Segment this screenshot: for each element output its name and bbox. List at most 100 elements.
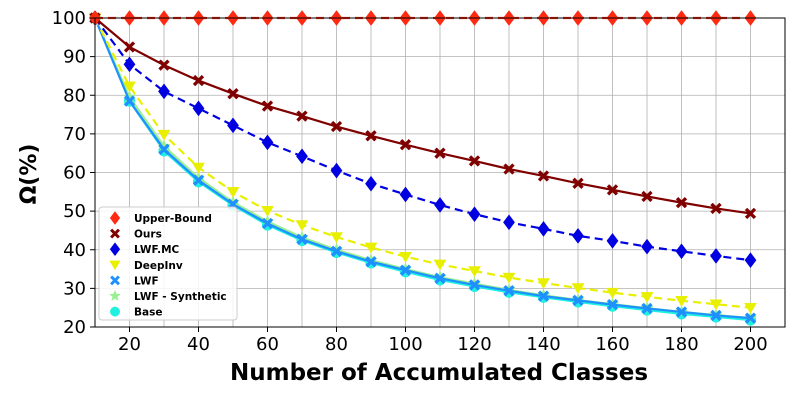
data-point — [192, 100, 205, 117]
data-point — [503, 284, 515, 297]
data-point — [468, 206, 481, 223]
data-point — [675, 196, 688, 209]
data-point — [744, 207, 757, 220]
y-axis-label: Ω(%) — [17, 144, 42, 205]
data-point — [675, 243, 688, 260]
data-point — [192, 74, 205, 87]
data-point — [744, 252, 757, 269]
data-point — [123, 81, 136, 93]
data-point — [330, 162, 343, 179]
data-point — [710, 202, 722, 215]
x-tick-label: 80 — [325, 334, 348, 355]
data-point — [434, 197, 446, 213]
legend-marker — [109, 275, 121, 286]
data-point — [571, 283, 585, 295]
y-tick-label: 70 — [63, 124, 86, 145]
x-tick-label: 120 — [457, 334, 491, 355]
data-point — [641, 302, 653, 315]
legend-box — [98, 206, 238, 321]
data-point — [744, 312, 757, 324]
data-point — [192, 162, 205, 174]
data-point — [675, 306, 688, 318]
legend-entry: Base — [134, 307, 162, 319]
data-point — [296, 233, 308, 246]
data-point — [606, 232, 619, 249]
data-point — [468, 155, 481, 167]
data-point — [330, 245, 343, 258]
legend-marker — [109, 211, 121, 225]
data-point — [744, 302, 757, 314]
y-tick-label: 100 — [52, 8, 86, 29]
legend-entry: LWF - Synthetic — [134, 291, 227, 303]
data-point — [296, 110, 308, 122]
data-point — [503, 163, 515, 175]
data-point — [158, 59, 170, 71]
data-point — [572, 294, 584, 307]
y-tick-label: 60 — [63, 163, 86, 184]
x-tick-label: 180 — [664, 334, 698, 355]
data-point — [261, 217, 274, 230]
x-tick-label: 100 — [388, 334, 422, 355]
legend-marker — [109, 228, 121, 239]
legend-entry: LWF.MC — [134, 244, 180, 256]
x-axis-label: Number of Accumulated Classes — [230, 360, 648, 386]
data-point — [640, 292, 654, 303]
legend-entry: Ours — [134, 229, 162, 241]
data-point — [675, 295, 688, 307]
data-point — [572, 177, 584, 190]
series-line — [94, 17, 751, 262]
x-tick-label: 60 — [256, 334, 279, 355]
series-deepinv — [88, 13, 757, 314]
data-point — [537, 278, 550, 290]
data-point — [641, 190, 653, 203]
x-tick-label: 40 — [187, 334, 210, 355]
legend-marker — [110, 306, 120, 317]
legend-entry: LWF — [134, 275, 159, 287]
data-point — [502, 272, 516, 284]
legend-marker — [109, 260, 121, 271]
data-point — [123, 95, 136, 107]
data-point — [227, 117, 239, 134]
data-point — [295, 220, 309, 232]
data-point — [434, 272, 446, 285]
data-point — [710, 248, 722, 264]
data-point — [468, 266, 481, 278]
x-tick-label: 200 — [733, 334, 767, 355]
y-tick-label: 20 — [63, 317, 86, 338]
data-point — [192, 174, 205, 186]
data-point — [433, 259, 447, 271]
data-point — [641, 238, 653, 255]
data-point — [365, 130, 377, 142]
data-point — [709, 299, 723, 311]
data-point — [261, 100, 274, 112]
data-point — [468, 279, 481, 291]
data-point — [365, 255, 377, 268]
x-tick-label: 20 — [118, 334, 141, 355]
legend-marker — [109, 242, 121, 257]
data-point — [123, 41, 136, 53]
data-point — [572, 227, 584, 244]
data-point — [364, 242, 378, 254]
legend-entry: Upper-Bound — [134, 213, 212, 225]
data-point — [157, 129, 171, 141]
x-tick-label: 160 — [595, 334, 629, 355]
y-tick-label: 90 — [63, 47, 86, 68]
data-point — [330, 120, 343, 133]
data-point — [261, 205, 274, 217]
data-point — [227, 87, 239, 100]
data-point — [365, 175, 377, 192]
data-point — [537, 290, 550, 302]
series-line — [93, 17, 751, 320]
data-point — [537, 220, 550, 237]
series-line — [93, 17, 751, 322]
data-point — [606, 298, 619, 311]
data-point — [330, 232, 343, 244]
data-point — [399, 264, 412, 276]
data-point — [158, 83, 170, 100]
y-tick-label: 30 — [63, 278, 86, 299]
data-point — [123, 56, 136, 73]
y-tick-label: 50 — [63, 201, 86, 222]
data-point — [537, 170, 550, 182]
data-point — [226, 187, 240, 198]
